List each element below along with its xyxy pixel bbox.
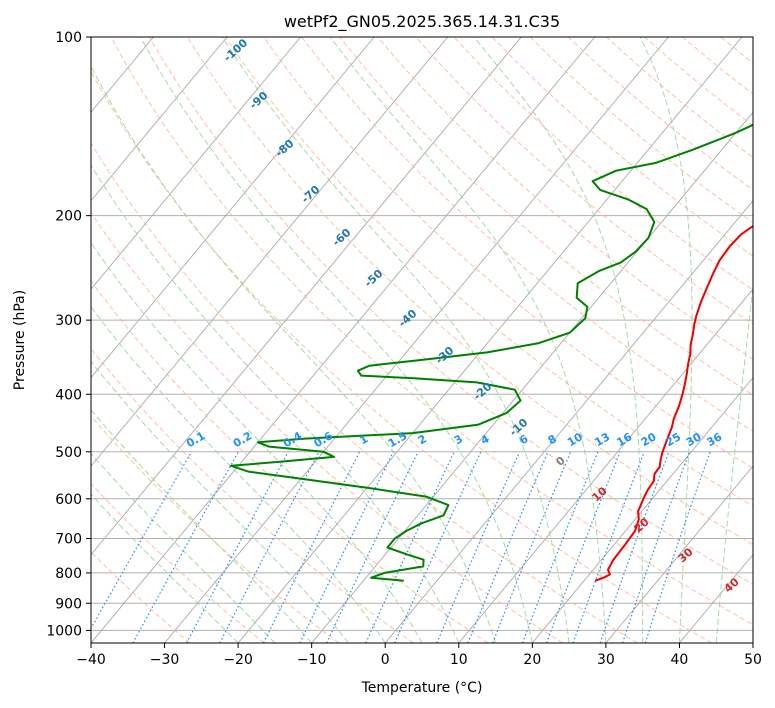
moist-adiabat-line: [91, 242, 423, 643]
moist-adiabat-line: [91, 452, 276, 643]
isotherm-line: [91, 37, 596, 643]
dry-adiabat-line: [91, 211, 563, 643]
dry-adiabat-line: [110, 37, 753, 626]
mixing-ratio-line: [644, 451, 711, 643]
isotherm-line: [531, 376, 753, 643]
x-tick-label: 30: [597, 652, 615, 668]
moist-adiabat-line: [221, 37, 570, 643]
y-tick-label: 900: [55, 596, 82, 612]
x-tick-label: −40: [76, 652, 106, 668]
mixing-ratio-line: [546, 451, 621, 643]
y-tick-label: 600: [55, 492, 82, 508]
isotherm-line: [91, 37, 449, 467]
axis-ticks-layer: −40 −30 −20 −10 0 10 20 30 40 50 100 200 300 400 500 60…: [46, 30, 762, 668]
y-tick-label: 800: [55, 566, 82, 582]
chart-title: wetPf2_GN05.2025.365.14.31.C35: [284, 12, 560, 32]
dry-adiabat-line: [91, 142, 638, 643]
y-tick-label: 400: [55, 387, 82, 403]
x-tick-label: −30: [150, 652, 180, 668]
mixing-ratio-line: [572, 451, 645, 643]
x-tick-label: −20: [223, 652, 253, 668]
mixing-ratio-line: [467, 451, 549, 643]
x-tick-label: 0: [381, 652, 390, 668]
isotherm-line: [164, 37, 669, 643]
moist-adiabat-line: [139, 37, 533, 643]
dry-adiabat-line: [91, 482, 265, 643]
moist-adiabat-line: [91, 65, 497, 643]
profile-lines-layer: [230, 123, 753, 582]
moist-adiabat-line: [91, 493, 239, 643]
plot-frame: [90, 36, 754, 644]
temperature-profile-line: [594, 224, 753, 582]
moist-adiabat-line: [639, 37, 693, 643]
dewpoint-profile-line: [230, 123, 753, 582]
isotherm-line: [384, 199, 753, 643]
y-tick-label: 1000: [46, 623, 82, 639]
dry-adiabat-line: [91, 415, 340, 643]
x-tick-label: 10: [450, 652, 468, 668]
dry-adiabat-line: [224, 37, 753, 507]
mixing-ratio-line: [436, 451, 521, 643]
y-tick-label: 300: [55, 313, 82, 329]
dry-adiabat-line: [186, 37, 753, 546]
x-tick-label: 40: [671, 652, 689, 668]
mixing-ratio-line: [622, 451, 691, 643]
dry-adiabat-line: [377, 37, 753, 360]
dry-adiabat-line: [263, 37, 753, 469]
isotherm-line: [458, 288, 753, 643]
isotherm-line: [91, 37, 301, 290]
mixing-ratio-line: [132, 451, 239, 643]
mixing-ratio-line: [521, 451, 599, 643]
y-tick-label: 500: [55, 445, 82, 461]
y-tick-label: 100: [55, 30, 82, 46]
isotherm-line: [91, 37, 522, 556]
dry-adiabat-line: [339, 37, 753, 396]
dry-adiabat-line: [91, 70, 713, 643]
isotherm-line: [605, 465, 753, 643]
moist-adiabat-line: [715, 280, 753, 643]
moist-adiabat-line: [473, 37, 644, 643]
moist-adiabat-line: [91, 409, 313, 643]
mixing-ratio-line: [492, 451, 572, 643]
mixing-ratio-line: [599, 451, 670, 643]
isotherm-line: [91, 37, 228, 202]
x-axis-label: Temperature (°C): [361, 680, 483, 696]
y-tick-label: 200: [55, 209, 82, 225]
moist-adiabat-line: [91, 360, 349, 643]
isotherm-line: [237, 37, 743, 643]
moist-adiabat-line: [329, 37, 607, 643]
x-tick-label: −10: [297, 652, 327, 668]
mixing-ratio-line: [299, 451, 394, 643]
mixing-ratio-line: [186, 451, 289, 643]
x-tick-label: 20: [523, 652, 541, 668]
mixing-ratio-labels-layer: 0.1 0.2 0.4 0.6 1 1.5 2 3 4 6 8 10 13 16 20 25 30 36: [184, 429, 724, 450]
y-tick-label: 700: [55, 532, 82, 548]
dry-adiabat-line: [453, 37, 753, 291]
isotherm-line: [91, 37, 375, 379]
x-tick-label: 50: [744, 652, 762, 668]
mixing-ratio-line: [262, 451, 361, 643]
dry-adiabat-line: [148, 37, 753, 585]
y-axis-label: Pressure (hPa): [12, 290, 28, 390]
background-lines-layer: [91, 37, 753, 643]
